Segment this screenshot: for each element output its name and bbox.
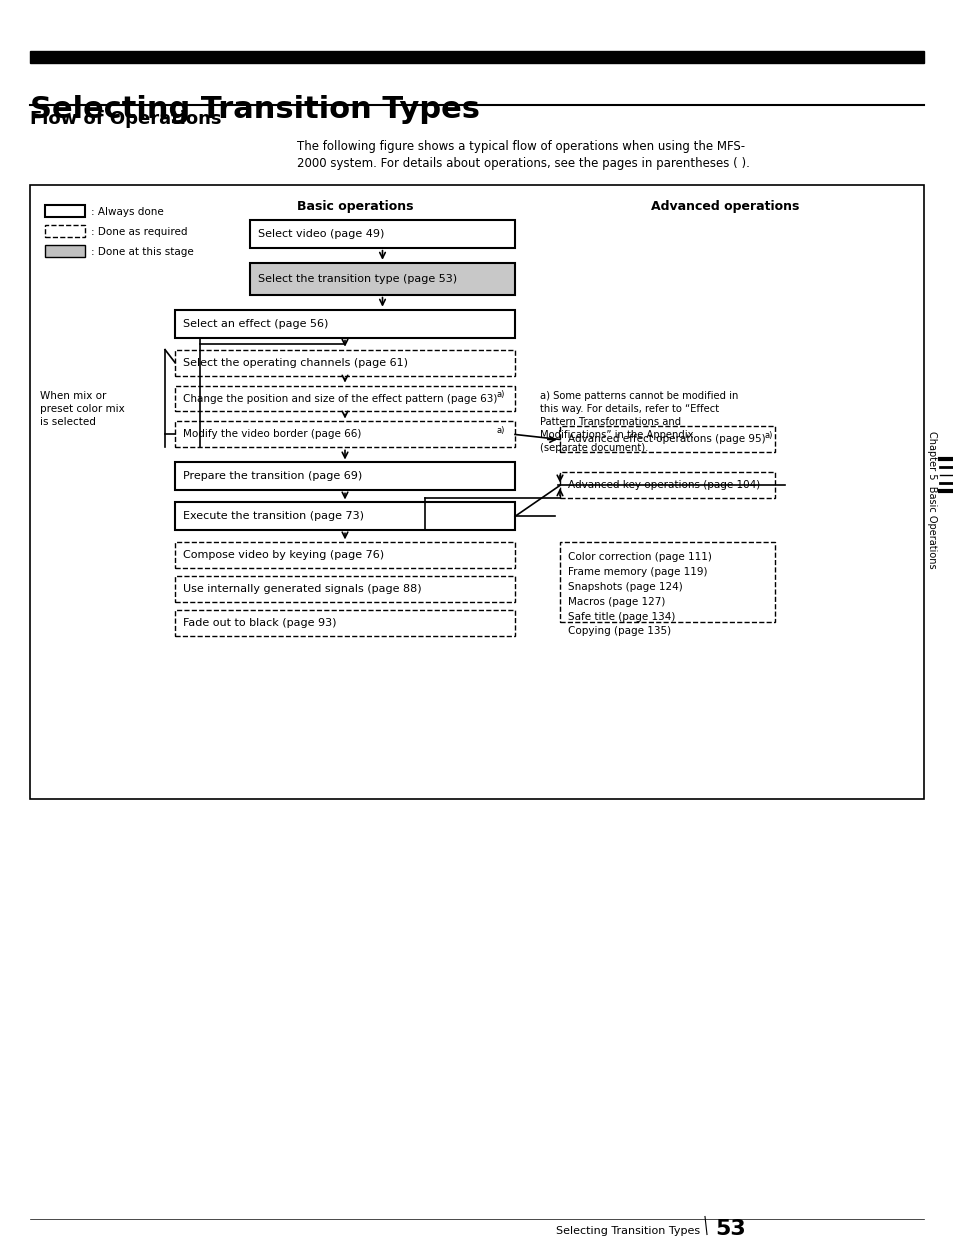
Text: Flow of Operations: Flow of Operations	[30, 109, 221, 128]
Bar	[559, 427, 774, 453]
Text: a): a)	[497, 391, 505, 399]
Text: Advanced key operations (page 104): Advanced key operations (page 104)	[567, 480, 760, 490]
Bar	[30, 185, 923, 799]
Bar	[174, 422, 515, 448]
Bar	[174, 463, 515, 490]
Text: Select the transition type (page 53): Select the transition type (page 53)	[257, 274, 456, 284]
Text: Select an effect (page 56): Select an effect (page 56)	[183, 318, 328, 328]
Bar	[174, 542, 515, 569]
Bar	[174, 576, 515, 602]
Text: Basic operations: Basic operations	[296, 200, 413, 213]
Text: a) Some patterns cannot be modified in
this way. For details, refer to “Effect
P: a) Some patterns cannot be modified in t…	[539, 391, 738, 453]
Bar	[45, 245, 85, 256]
Bar	[174, 350, 515, 376]
Bar	[45, 205, 85, 216]
Bar	[174, 503, 515, 530]
Text: a): a)	[764, 430, 773, 440]
Text: a): a)	[497, 425, 505, 435]
Text: Select video (page 49): Select video (page 49)	[257, 229, 384, 239]
Text: : Done at this stage: : Done at this stage	[91, 246, 193, 256]
Text: The following figure shows a typical flow of operations when using the MFS-
2000: The following figure shows a typical flo…	[296, 139, 749, 170]
Bar	[174, 386, 515, 412]
Text: When mix or
preset color mix
is selected: When mix or preset color mix is selected	[40, 391, 125, 427]
Text: : Always done: : Always done	[91, 207, 164, 216]
Text: 53: 53	[714, 1219, 745, 1239]
Text: Modify the video border (page 66): Modify the video border (page 66)	[183, 429, 361, 439]
Text: Selecting Transition Types: Selecting Transition Types	[556, 1225, 700, 1235]
Bar	[174, 310, 515, 337]
Bar	[250, 262, 515, 295]
Text: Advanced operations: Advanced operations	[650, 200, 799, 213]
Text: Select the operating channels (page 61): Select the operating channels (page 61)	[183, 357, 408, 367]
Text: Execute the transition (page 73): Execute the transition (page 73)	[183, 511, 364, 521]
Text: Color correction (page 111)
Frame memory (page 119)
Snapshots (page 124)
Macros : Color correction (page 111) Frame memory…	[567, 552, 711, 637]
Text: : Done as required: : Done as required	[91, 226, 188, 236]
Text: Advanced effect operations (page 95): Advanced effect operations (page 95)	[567, 434, 765, 444]
Bar	[45, 225, 85, 236]
Text: Fade out to black (page 93): Fade out to black (page 93)	[183, 618, 336, 628]
Bar	[250, 220, 515, 248]
Bar	[30, 51, 923, 63]
Bar	[559, 473, 774, 499]
Text: Chapter 5  Basic Operations: Chapter 5 Basic Operations	[926, 430, 936, 569]
Text: Prepare the transition (page 69): Prepare the transition (page 69)	[183, 471, 362, 481]
Text: Change the position and size of the effect pattern (page 63): Change the position and size of the effe…	[183, 393, 497, 403]
Text: Compose video by keying (page 76): Compose video by keying (page 76)	[183, 550, 384, 560]
Bar	[174, 611, 515, 636]
Text: Selecting Transition Types: Selecting Transition Types	[30, 95, 479, 124]
Bar	[559, 542, 774, 622]
Text: Use internally generated signals (page 88): Use internally generated signals (page 8…	[183, 585, 421, 595]
